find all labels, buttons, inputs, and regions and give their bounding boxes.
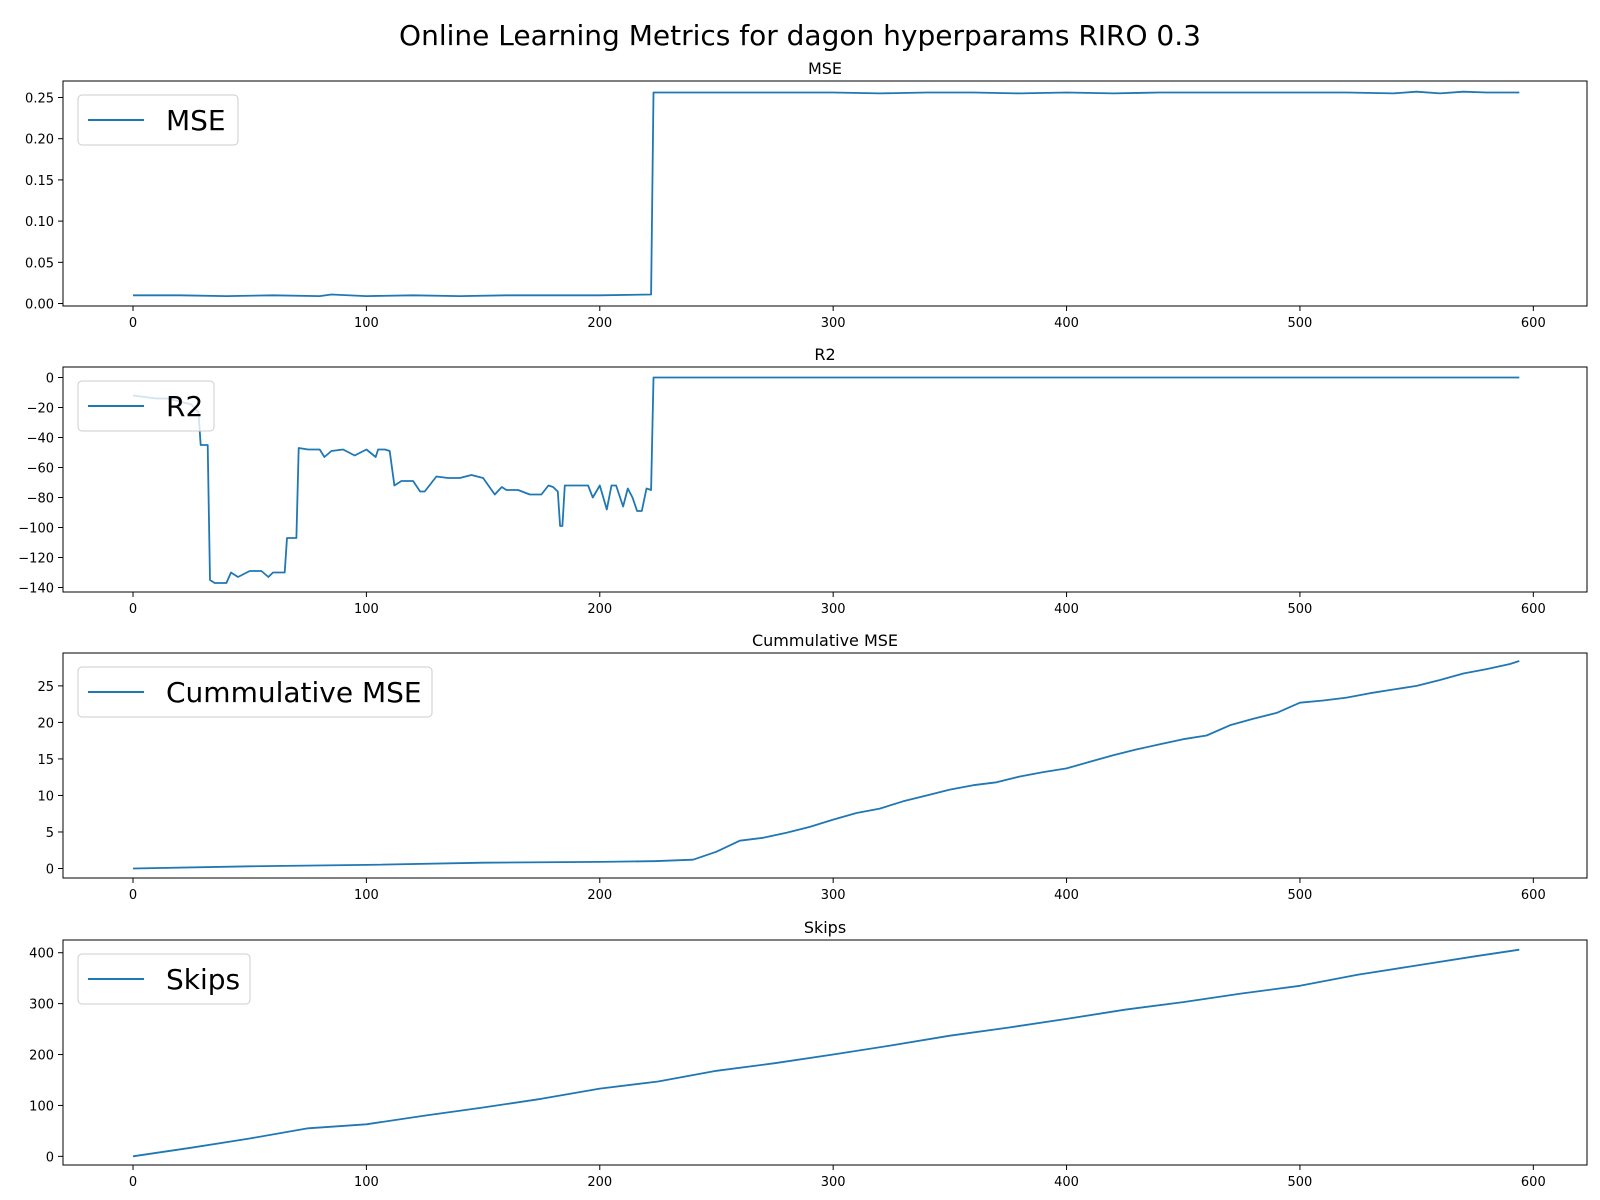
subplot-title: MSE — [808, 59, 842, 78]
y-tick-label: 25 — [37, 680, 54, 695]
x-tick-label: 0 — [129, 602, 137, 617]
legend: MSE — [77, 94, 239, 146]
x-tick-label: 300 — [821, 602, 846, 617]
x-tick-label: 600 — [1521, 1175, 1546, 1190]
subplot-title: R2 — [814, 345, 835, 364]
x-tick-label: 400 — [1054, 1175, 1079, 1190]
x-tick-label: 300 — [821, 1175, 846, 1190]
x-tick-label: 600 — [1521, 602, 1546, 617]
axes-frame — [62, 80, 1588, 307]
legend-label: R2 — [166, 390, 203, 423]
x-tick-label: 0 — [129, 316, 137, 331]
series-line-1 — [133, 90, 1520, 298]
axes-frame — [62, 939, 1588, 1166]
x-tick-label: 300 — [821, 888, 846, 903]
axes-frame — [62, 652, 1588, 879]
x-tick-label: 200 — [587, 602, 612, 617]
y-tick-label: −60 — [27, 462, 54, 477]
subplot-4: Skips 0 100 200 300 400 500 600 0 100 200 300 400 Ski… — [29, 918, 1588, 1190]
x-tick-label: 100 — [354, 888, 379, 903]
x-tick-label: 400 — [1054, 888, 1079, 903]
series-line-1 — [132, 376, 1520, 584]
x-tick-label: 400 — [1054, 316, 1079, 331]
x-tick-label: 400 — [1054, 602, 1079, 617]
y-tick-label: −20 — [27, 402, 54, 417]
y-tick-label: −140 — [18, 582, 54, 597]
x-tick-label: 500 — [1288, 888, 1313, 903]
y-tick-label: 0.00 — [25, 298, 54, 313]
legend-box — [77, 94, 239, 146]
y-tick-label: 0.05 — [25, 256, 54, 271]
y-tick-label: 0 — [46, 1150, 54, 1165]
axes-frame — [62, 366, 1588, 593]
x-tick-label: 300 — [821, 316, 846, 331]
x-tick-label: 200 — [587, 316, 612, 331]
y-tick-label: 100 — [29, 1099, 54, 1114]
x-tick-label: 0 — [129, 888, 137, 903]
x-tick-label: 500 — [1288, 316, 1313, 331]
legend: R2 — [77, 380, 215, 432]
y-tick-label: −120 — [18, 552, 54, 567]
y-tick-label: 0.15 — [25, 174, 54, 189]
legend: Cummulative MSE — [77, 666, 433, 718]
series-line-1 — [132, 660, 1520, 870]
subplot-title: Skips — [804, 918, 846, 937]
legend-label: Skips — [166, 963, 240, 996]
subplot-title: Cummulative MSE — [752, 631, 898, 650]
figure-title: Online Learning Metrics for dagon hyperp… — [399, 19, 1201, 52]
x-tick-label: 100 — [354, 1175, 379, 1190]
x-tick-label: 100 — [354, 316, 379, 331]
x-tick-label: 0 — [129, 1175, 137, 1190]
legend-box — [77, 953, 251, 1005]
subplot-2: R2 0 100 200 300 400 500 600 0 −20 −40 −60 −80 −100 −1… — [18, 345, 1588, 617]
y-tick-label: 300 — [29, 998, 54, 1013]
y-tick-label: 5 — [46, 826, 54, 841]
legend-box — [77, 666, 433, 718]
series-line-1 — [132, 948, 1520, 1158]
subplot-3: Cummulative MSE 0 100 200 300 400 500 600 0 5 10 15… — [37, 631, 1588, 903]
x-tick-label: 500 — [1288, 602, 1313, 617]
subplot-1: MSE 0 100 200 300 400 500 600 0.00 0.05 0.10 0.15 0.… — [25, 59, 1588, 331]
y-tick-label: 15 — [37, 753, 54, 768]
y-tick-label: 200 — [29, 1049, 54, 1064]
y-tick-label: 0 — [46, 863, 54, 878]
legend: Skips — [77, 953, 251, 1005]
legend-label: MSE — [166, 104, 226, 137]
legend-box — [77, 380, 215, 432]
x-tick-label: 600 — [1521, 316, 1546, 331]
y-tick-label: 10 — [37, 789, 54, 804]
y-tick-label: 0.25 — [25, 91, 54, 106]
y-tick-label: 0.20 — [25, 133, 54, 148]
y-tick-label: −80 — [27, 492, 54, 507]
y-tick-label: 400 — [29, 947, 54, 962]
y-tick-label: 20 — [37, 716, 54, 731]
y-tick-label: −100 — [18, 522, 54, 537]
x-tick-label: 200 — [587, 888, 612, 903]
x-tick-label: 100 — [354, 602, 379, 617]
x-tick-label: 200 — [587, 1175, 612, 1190]
x-tick-label: 500 — [1288, 1175, 1313, 1190]
y-tick-label: 0.10 — [25, 215, 54, 230]
legend-label: Cummulative MSE — [166, 676, 422, 709]
y-tick-label: −40 — [27, 432, 54, 447]
y-tick-label: 0 — [46, 372, 54, 387]
x-tick-label: 600 — [1521, 888, 1546, 903]
